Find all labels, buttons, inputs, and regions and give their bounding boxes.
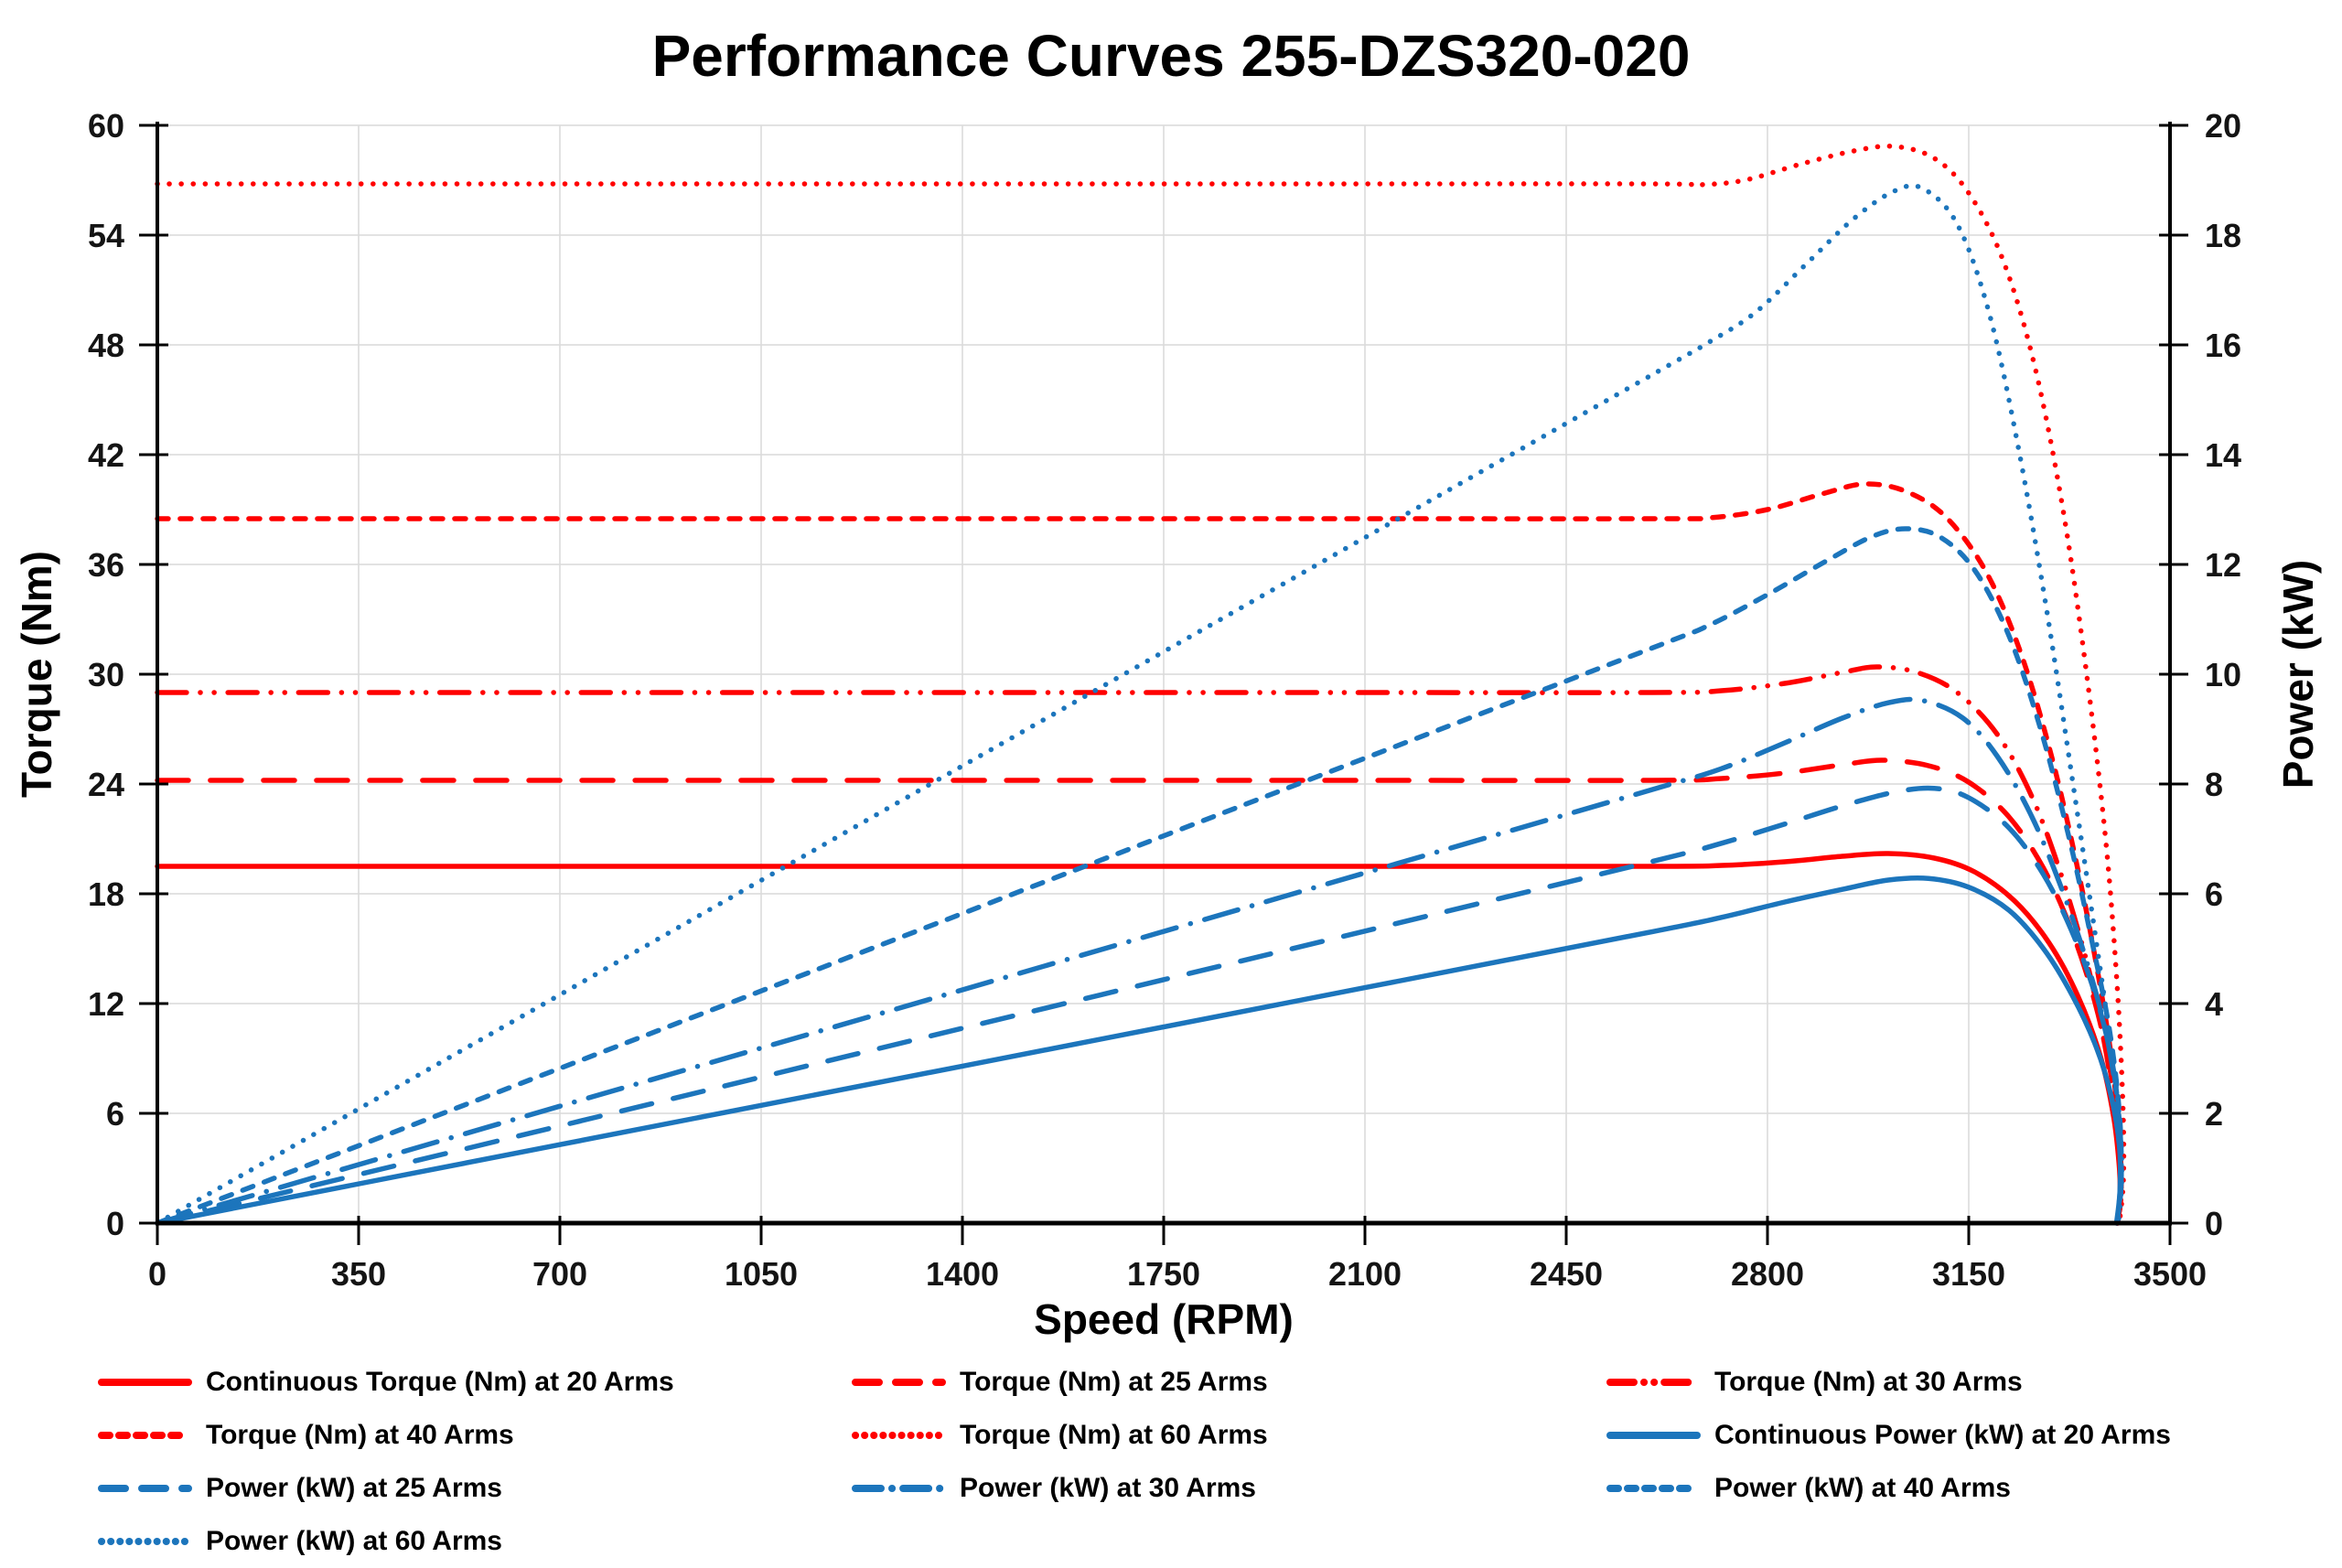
x-tick-label: 2450 (1530, 1255, 1603, 1293)
legend-line-sample (98, 1432, 192, 1439)
series-curve-4 (155, 143, 2127, 1226)
y-right-tick-label: 18 (2205, 217, 2241, 254)
x-tick-label: 3500 (2133, 1255, 2207, 1293)
series-curve-6 (155, 785, 2124, 1226)
series-curve-5 (155, 875, 2123, 1226)
series-curve-3 (155, 481, 2124, 1226)
x-tick-label: 700 (532, 1255, 587, 1293)
y-right-tick-label: 12 (2205, 546, 2241, 584)
legend-item: Power (kW) at 30 Arms (851, 1473, 1606, 1504)
legend-line-sample (852, 1485, 946, 1492)
y-right-tick-label: 2 (2205, 1095, 2223, 1133)
y-right-tick-label: 16 (2205, 327, 2241, 364)
x-tick-label: 2100 (1328, 1255, 1402, 1293)
series-curve-9 (155, 183, 2124, 1226)
x-tick-label: 3150 (1932, 1255, 2005, 1293)
legend-item: Torque (Nm) at 25 Arms (851, 1367, 1606, 1398)
x-tick-label: 1050 (725, 1255, 798, 1293)
y-left-tick-label: 30 (88, 656, 124, 693)
x-tick-label: 0 (148, 1255, 167, 1293)
y-left-tick-label: 42 (88, 436, 124, 474)
legend-item-label: Continuous Torque (Nm) at 20 Arms (206, 1367, 674, 1397)
y-left-tick-label: 18 (88, 875, 124, 913)
chart-title: Performance Curves 255-DZS320-020 (651, 23, 1691, 89)
legend-item-label: Torque (Nm) at 60 Arms (960, 1420, 1268, 1450)
legend-item-label: Power (kW) at 60 Arms (206, 1526, 502, 1556)
legend-item: Power (kW) at 25 Arms (97, 1473, 851, 1504)
x-tick-label: 1750 (1127, 1255, 1200, 1293)
y-left-tick-label: 48 (88, 327, 124, 364)
series-curve-7 (155, 696, 2123, 1226)
legend-item: Torque (Nm) at 60 Arms (851, 1420, 1606, 1451)
series-curve-1 (155, 757, 2124, 1226)
y-right-tick-label: 4 (2205, 985, 2223, 1023)
gridlines (156, 124, 2171, 1224)
y-right-tick-label: 0 (2205, 1205, 2223, 1242)
legend-line-sample (1606, 1485, 1701, 1492)
y-right-tick-label: 20 (2205, 107, 2241, 145)
legend-line-sample (1606, 1379, 1701, 1386)
y-left-tick-label: 12 (88, 985, 124, 1023)
legend-item-label: Power (kW) at 30 Arms (960, 1473, 1256, 1503)
x-axis-title: Speed (RPM) (1034, 1295, 1294, 1343)
legend-item: Power (kW) at 40 Arms (1606, 1473, 2293, 1504)
series-curve-2 (155, 664, 2123, 1226)
legend-line-sample (98, 1379, 192, 1386)
y-left-tick-label: 54 (88, 217, 124, 254)
chart-legend: Continuous Torque (Nm) at 20 Arms Torque … (97, 1356, 2293, 1568)
x-tick-label: 1400 (926, 1255, 999, 1293)
legend-line-sample (852, 1432, 946, 1439)
y-right-tick-label: 6 (2205, 875, 2223, 913)
y-right-tick-label: 14 (2205, 436, 2241, 474)
legend-line-sample (1606, 1432, 1701, 1439)
legend-line-sample (98, 1485, 192, 1492)
y-left-tick-label: 36 (88, 546, 124, 584)
legend-item: Torque (Nm) at 40 Arms (97, 1420, 851, 1451)
y-left-tick-label: 60 (88, 107, 124, 145)
y-axis-right-title: Power (kW) (2274, 560, 2322, 789)
legend-line-sample (852, 1379, 946, 1386)
legend-item-label: Torque (Nm) at 25 Arms (960, 1367, 1268, 1397)
legend-item-label: Torque (Nm) at 40 Arms (206, 1420, 514, 1450)
legend-item-label: Power (kW) at 25 Arms (206, 1473, 502, 1503)
x-tick-label: 2800 (1731, 1255, 1804, 1293)
y-left-tick-label: 24 (88, 766, 124, 803)
legend-item: Continuous Torque (Nm) at 20 Arms (97, 1367, 851, 1398)
y-left-tick-label: 6 (106, 1095, 124, 1133)
legend-item-label: Continuous Power (kW) at 20 Arms (1714, 1420, 2171, 1450)
series-curve-8 (155, 526, 2124, 1226)
y-axis-left-title: Torque (Nm) (13, 551, 60, 798)
y-left-tick-label: 0 (106, 1205, 124, 1242)
y-right-tick-label: 8 (2205, 766, 2223, 803)
y-right-tick-label: 10 (2205, 656, 2241, 693)
legend-item-label: Torque (Nm) at 30 Arms (1714, 1367, 2023, 1397)
legend-item: Power (kW) at 60 Arms (97, 1526, 851, 1557)
legend-item: Torque (Nm) at 30 Arms (1606, 1367, 2293, 1398)
legend-item-label: Power (kW) at 40 Arms (1714, 1473, 2011, 1503)
x-tick-label: 350 (331, 1255, 386, 1293)
series-curves (155, 143, 2127, 1226)
legend-line-sample (98, 1538, 192, 1545)
legend-item: Continuous Power (kW) at 20 Arms (1606, 1420, 2293, 1451)
axes (139, 122, 2188, 1245)
